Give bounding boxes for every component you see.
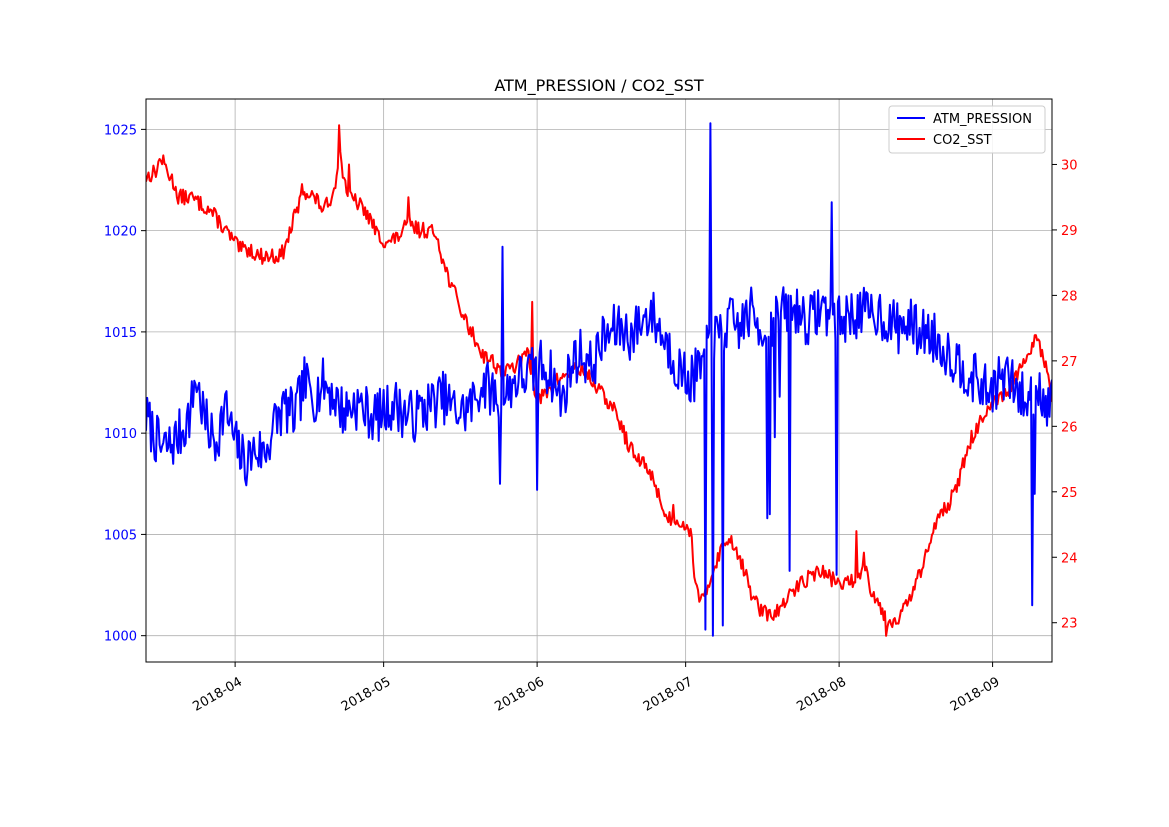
left-tick-label: 1010 [104, 427, 137, 442]
plot-frame [145, 98, 1053, 663]
left-y-axis: 1000 1005 1010 1015 1020 1025 [104, 123, 146, 645]
chart-title: ATM_PRESSION / CO2_SST [494, 76, 704, 96]
right-tick-label: 30 [1061, 158, 1078, 173]
left-tick-label: 1025 [104, 123, 137, 138]
grid-layer [146, 99, 1052, 662]
legend-label-atm-pression: ATM_PRESSION [933, 112, 1032, 127]
series-line-atm-pression [146, 122, 1052, 637]
left-tick-label: 1005 [104, 528, 137, 543]
right-tick-label: 28 [1061, 289, 1078, 304]
right-y-axis: 23 24 25 26 27 28 29 30 [1052, 158, 1078, 632]
plot-area [146, 122, 1052, 637]
left-tick-label: 1000 [104, 630, 137, 645]
series-line-co2-sst [146, 124, 1052, 637]
legend: ATM_PRESSION CO2_SST [888, 105, 1046, 154]
right-tick-label: 25 [1061, 486, 1078, 501]
right-tick-label: 29 [1061, 224, 1078, 239]
right-tick-label: 24 [1061, 551, 1078, 566]
legend-box [888, 105, 1046, 154]
right-tick-label: 27 [1061, 355, 1078, 370]
right-tick-label: 23 [1061, 617, 1078, 632]
legend-label-co2-sst: CO2_SST [933, 133, 992, 148]
right-tick-label: 26 [1061, 420, 1078, 435]
left-tick-label: 1020 [104, 225, 137, 240]
left-tick-label: 1015 [104, 326, 137, 341]
